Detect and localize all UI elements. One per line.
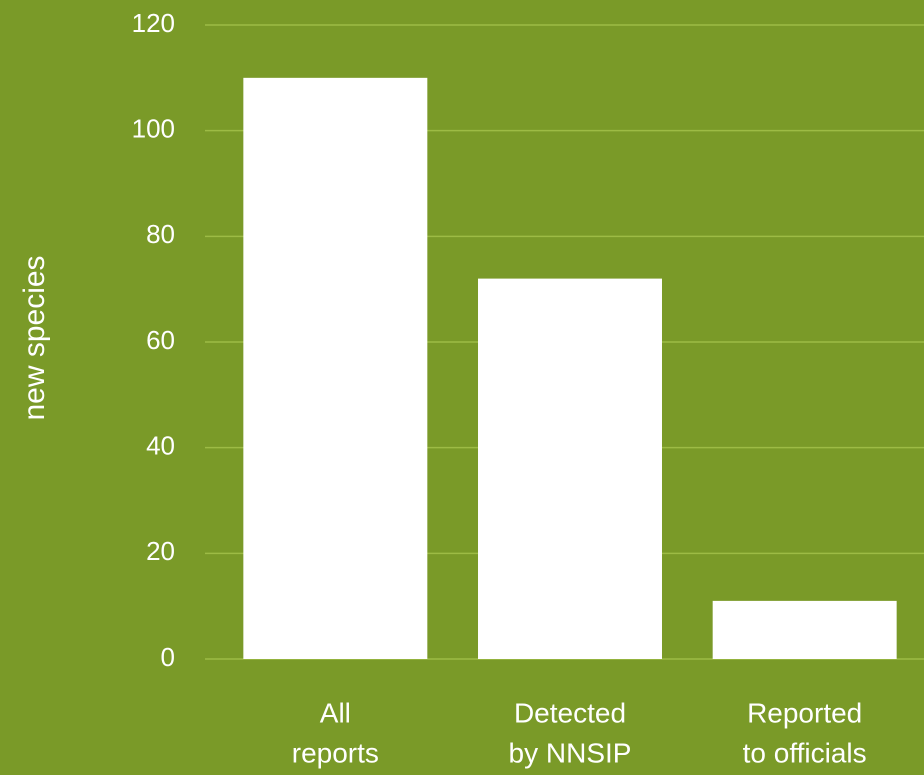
bar (712, 600, 897, 659)
y-tick-label: 80 (146, 219, 175, 249)
x-tick-label: Detected (514, 697, 626, 728)
x-tick-label: to officials (743, 737, 867, 768)
y-tick-label: 60 (146, 325, 175, 355)
y-tick-label: 40 (146, 431, 175, 461)
y-tick-label: 20 (146, 536, 175, 566)
x-tick-label: Reported (747, 697, 862, 728)
bar (243, 77, 428, 660)
x-tick-label: reports (292, 737, 379, 768)
bar (478, 278, 662, 659)
x-tick-label: by NNSIP (509, 737, 632, 768)
y-tick-label: 100 (132, 114, 175, 144)
y-tick-label: 0 (161, 642, 175, 672)
x-tick-label: All (320, 697, 351, 728)
y-axis-label: new species (18, 255, 51, 420)
y-tick-label: 120 (132, 8, 175, 38)
